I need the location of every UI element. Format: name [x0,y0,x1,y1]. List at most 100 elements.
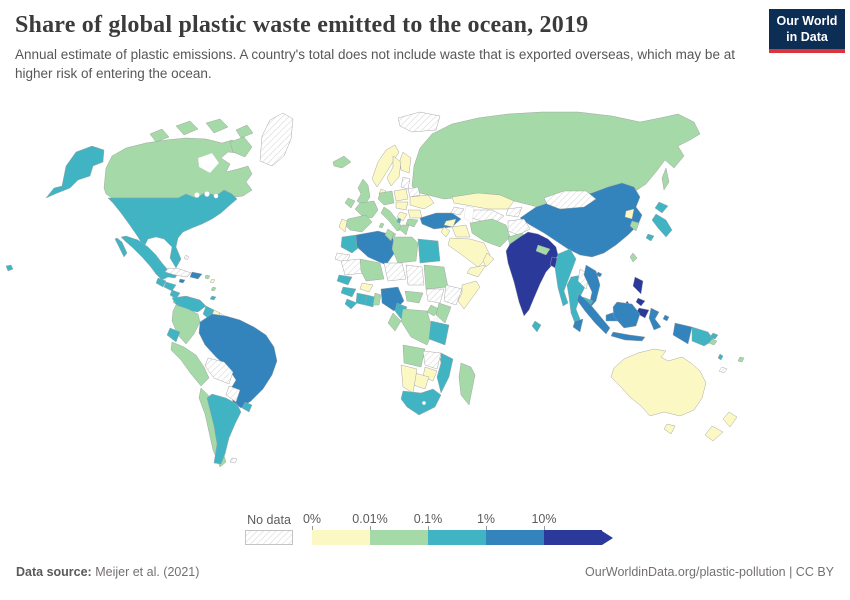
legend-segment-1–10%[interactable] [486,530,544,545]
country-sri-lanka[interactable] [531,320,542,333]
country-canada#arctic-1[interactable] [149,128,170,143]
country-ethiopia[interactable] [443,284,463,306]
country-mozambique[interactable] [436,352,454,394]
country-cuba[interactable] [164,267,192,278]
country-svalbard[interactable] [397,111,441,133]
country-falkland-islands[interactable] [229,457,238,464]
country-canada#baffin[interactable] [229,136,253,158]
country-baltic-states[interactable] [400,176,411,190]
country-finland[interactable] [399,151,412,174]
country-brazil[interactable] [198,313,278,409]
country-australia[interactable] [610,348,707,417]
country-ireland[interactable] [344,197,356,209]
country-trinidad-and-tobago[interactable] [209,295,217,301]
country-albania[interactable] [396,217,402,224]
country-czechia-hungary[interactable] [395,201,409,211]
country-iceland[interactable] [332,155,352,169]
country-canada#arctic-4[interactable] [235,124,254,139]
legend-segment-≥10%[interactable] [544,530,602,545]
legend-segment-0–0.01%[interactable] [312,530,370,545]
country-united-states[interactable] [107,189,238,269]
country-serbia[interactable] [396,211,408,222]
country-libya[interactable] [391,236,419,264]
country-ukraine[interactable] [409,194,435,210]
country-senegal[interactable] [336,274,353,286]
country-north-korea[interactable] [624,208,635,220]
country-india[interactable] [505,231,559,317]
country-indonesia#borneo[interactable] [612,301,641,329]
country-portugal[interactable] [338,218,348,233]
country-mexico#baja[interactable] [114,237,128,258]
country-gabon-congo[interactable] [387,312,402,332]
country-new-zealand#north[interactable] [722,411,738,428]
country-egypt[interactable] [417,238,441,264]
country-ecuador[interactable] [166,327,181,343]
country-indonesia#sumatra[interactable] [576,293,611,335]
country-japan[interactable] [651,213,673,238]
country-myanmar[interactable] [554,248,577,307]
country-united-states#hawaii[interactable] [5,264,14,272]
country-mali[interactable] [359,258,385,282]
country-bahamas[interactable] [183,254,190,261]
country-germany[interactable] [377,190,395,206]
country-guatemala[interactable] [155,277,167,288]
country-afghanistan[interactable] [507,218,531,236]
country-united-states#alaska[interactable] [45,145,105,199]
country-norway[interactable] [371,144,400,188]
country-south-africa[interactable] [400,388,442,416]
country-peru[interactable] [170,341,210,387]
country-spain[interactable] [343,214,373,233]
legend-segment-0.1–1%[interactable] [428,530,486,545]
country-kyrgyzstan-tajikistan[interactable] [505,206,523,218]
country-canada[interactable] [103,137,253,199]
country-madagascar[interactable] [458,362,476,406]
country-sudan[interactable] [423,264,449,290]
country-central-african-republic[interactable] [404,290,424,304]
country-nepal[interactable] [535,244,551,256]
country-canada#arctic-2[interactable] [175,120,199,136]
owid-link[interactable]: OurWorldinData.org/plastic-pollution | C… [585,565,834,579]
country-italy#sardinia[interactable] [378,222,385,229]
country-taiwan[interactable] [629,252,638,263]
country-new-zealand#south[interactable] [704,425,724,442]
country-cameroon[interactable] [394,302,408,320]
country-malaysia[interactable] [572,318,584,333]
country-zambia[interactable] [422,350,442,370]
country-poland[interactable] [393,188,409,202]
country-somalia[interactable] [457,280,481,310]
country-vietnam[interactable] [583,264,601,311]
country-fiji[interactable] [737,356,745,363]
country-indonesia#moluccas[interactable] [662,314,670,322]
country-haiti-dominican-republic[interactable] [189,271,203,280]
country-paraguay[interactable] [225,385,241,403]
country-south-sudan[interactable] [425,288,445,304]
country-bolivia[interactable] [204,357,234,385]
country-greenland[interactable] [259,112,294,167]
country-mongolia[interactable] [543,190,597,210]
country-sierra-leone-liberia[interactable] [344,298,358,310]
country-australia#tasmania[interactable] [663,423,676,435]
country-caucasus[interactable] [450,206,465,216]
country-united-kingdom[interactable] [356,178,371,207]
country-papua-new-guinea#new-britain[interactable] [709,332,719,340]
country-namibia[interactable] [400,364,418,394]
country-jordan[interactable] [440,226,451,238]
country-indonesia#sulawesi[interactable] [648,307,662,331]
country-jamaica[interactable] [178,278,186,284]
country-chad[interactable] [405,264,425,286]
country-guinea[interactable] [340,286,357,298]
country-greece[interactable] [398,224,410,236]
country-honduras[interactable] [163,281,177,292]
country-uganda[interactable] [426,304,440,317]
legend-no-data[interactable]: No data [245,513,293,545]
country-burkina-faso[interactable] [359,282,374,293]
country-japan#kyushu[interactable] [645,233,655,242]
country-france[interactable] [354,200,379,219]
country-russia#sakhalin[interactable] [661,167,670,191]
country-canada#arctic-3[interactable] [205,118,229,134]
legend-segment-0.01–0.1%[interactable] [370,530,428,545]
country-ghana[interactable] [364,294,376,308]
country-yemen[interactable] [466,264,487,278]
country-puerto-rico[interactable] [204,274,211,280]
country-romania[interactable] [407,209,423,219]
